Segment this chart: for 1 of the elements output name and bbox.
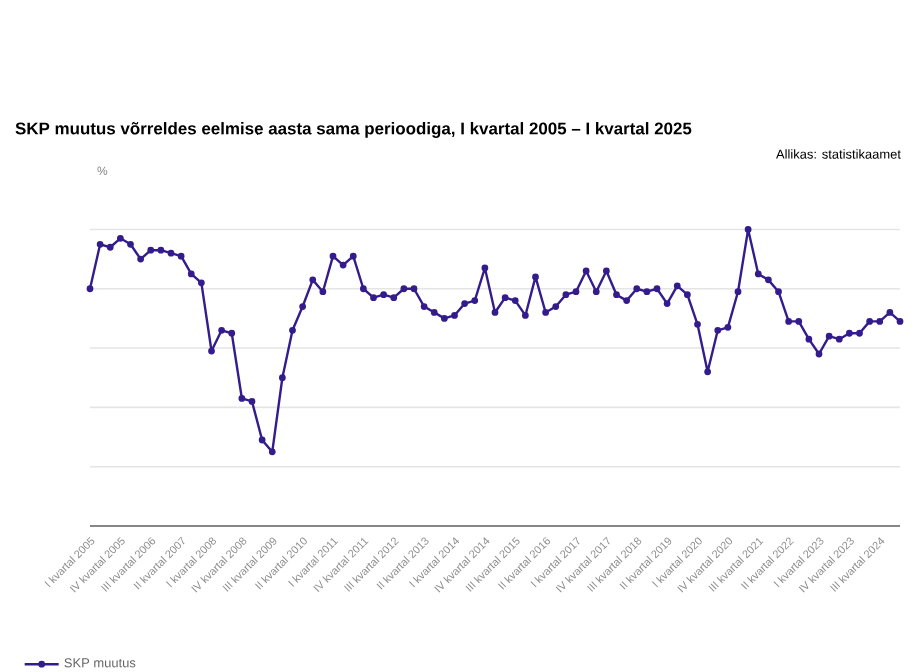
- chart-title: SKP muutus võrreldes eelmise aasta sama perioodiga, I kvartal 2005 – I kvartal 2025: [15, 122, 692, 138]
